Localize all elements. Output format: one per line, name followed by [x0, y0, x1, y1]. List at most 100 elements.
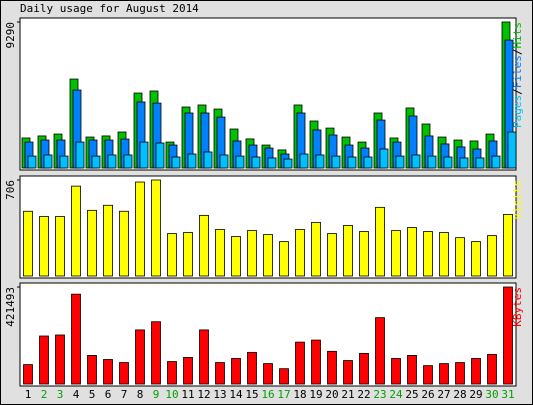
- bar: [87, 209, 97, 277]
- bar: [91, 155, 101, 169]
- x-tick-label: 31: [501, 388, 514, 401]
- x-tick-label: 8: [137, 388, 144, 401]
- x-tick-label: 1: [25, 388, 32, 401]
- bar: [215, 362, 225, 385]
- legend-entry: Visits: [511, 180, 524, 220]
- bar: [363, 156, 373, 169]
- bar: [55, 334, 65, 385]
- x-tick-label: 12: [197, 388, 210, 401]
- bar: [135, 329, 145, 385]
- bar: [199, 329, 209, 385]
- bar: [475, 157, 485, 169]
- bar: [39, 216, 49, 277]
- bar: [327, 350, 337, 385]
- bar: [299, 153, 309, 169]
- x-tick-label: 19: [309, 388, 322, 401]
- x-tick-label: 7: [121, 388, 128, 401]
- bar: [471, 241, 481, 277]
- bar: [155, 142, 165, 169]
- bar: [183, 232, 193, 277]
- x-tick-label: 6: [105, 388, 112, 401]
- bar: [167, 233, 177, 277]
- bar: [219, 154, 229, 169]
- bar: [391, 230, 401, 277]
- bar: [459, 157, 469, 169]
- x-tick-label: 20: [325, 388, 338, 401]
- x-tick-label: 10: [165, 388, 178, 401]
- bar: [215, 229, 225, 277]
- bar: [71, 293, 81, 385]
- x-tick-label: 11: [181, 388, 194, 401]
- bar: [263, 363, 273, 385]
- x-tick-label: 24: [389, 388, 403, 401]
- bar: [423, 365, 433, 385]
- y-tick-label: 421493: [4, 287, 17, 327]
- x-tick-label: 17: [277, 388, 290, 401]
- legend-entry: Pages: [511, 95, 524, 128]
- x-tick-label: 23: [373, 388, 386, 401]
- bar: [267, 157, 277, 169]
- x-tick-label: 2: [41, 388, 48, 401]
- bar: [327, 233, 337, 277]
- bar: [279, 241, 289, 277]
- bar: [107, 154, 117, 169]
- bar: [295, 229, 305, 277]
- bar: [123, 154, 133, 169]
- x-tick-label: 3: [57, 388, 64, 401]
- bar: [251, 156, 261, 169]
- bar: [423, 231, 433, 277]
- bar: [171, 156, 181, 169]
- bar: [43, 154, 53, 169]
- bar: [235, 155, 245, 169]
- bar: [359, 352, 369, 385]
- bar: [347, 156, 357, 169]
- bar: [119, 362, 129, 385]
- bar: [427, 155, 437, 169]
- bar: [375, 206, 385, 277]
- x-tick-label: 21: [341, 388, 354, 401]
- bar: [283, 158, 293, 169]
- x-tick-label: 18: [293, 388, 306, 401]
- bar: [231, 236, 241, 277]
- y-tick-label: 706: [4, 180, 17, 200]
- bar: [279, 368, 289, 385]
- bar: [487, 235, 497, 277]
- bar: [315, 154, 325, 169]
- bar: [507, 131, 517, 169]
- bar: [407, 355, 417, 385]
- bar: [151, 179, 161, 277]
- bar: [167, 361, 177, 385]
- bar: [471, 358, 481, 385]
- x-tick-label: 13: [213, 388, 226, 401]
- bar: [183, 357, 193, 385]
- bar: [443, 156, 453, 169]
- legend: Visits: [511, 180, 524, 220]
- bar: [151, 321, 161, 385]
- bar: [311, 339, 321, 385]
- bar: [247, 230, 257, 277]
- bar: [23, 210, 33, 277]
- bar: [59, 155, 69, 169]
- bar: [503, 286, 513, 385]
- x-tick-label: 5: [89, 388, 96, 401]
- legend-entry: Files: [511, 55, 524, 88]
- x-tick-label: 14: [229, 388, 243, 401]
- bar: [39, 335, 49, 385]
- bar: [55, 216, 65, 277]
- x-tick-label: 22: [357, 388, 370, 401]
- bar: [455, 362, 465, 385]
- bar: [103, 204, 113, 277]
- x-tick-label: 9: [153, 388, 160, 401]
- bar: [247, 351, 257, 385]
- bar: [359, 231, 369, 277]
- bar: [75, 141, 85, 169]
- x-tick-label: 25: [405, 388, 418, 401]
- x-tick-label: 28: [453, 388, 466, 401]
- x-tick-label: 16: [261, 388, 274, 401]
- bar: [487, 353, 497, 385]
- x-tick-label: 30: [485, 388, 498, 401]
- bar: [71, 185, 81, 277]
- bar: [199, 214, 209, 277]
- legend-separator: /: [511, 88, 524, 95]
